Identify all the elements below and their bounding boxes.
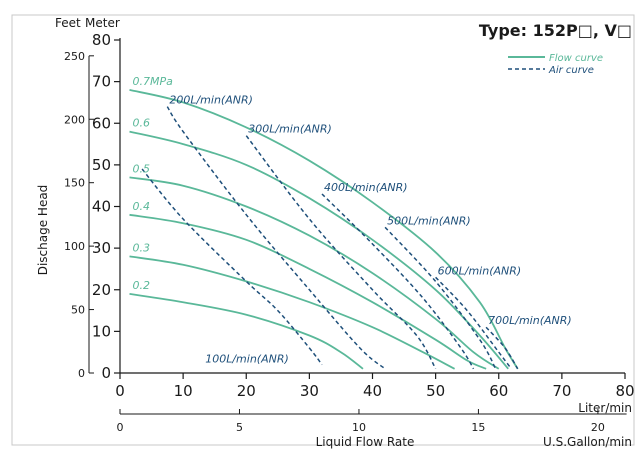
air-curve-label: 200L/min(ANR): [169, 94, 253, 107]
flow-curve-label: 0.7MPa: [132, 75, 173, 88]
x-gallon-tick-label: 20: [591, 421, 605, 434]
air-curve-line: [166, 106, 386, 370]
x-gallon-tick-label: 10: [352, 421, 366, 434]
y-feet-tick-label: 100: [64, 240, 85, 253]
x-tick-label: 30: [300, 382, 319, 400]
y-tick-label: 0: [101, 364, 111, 382]
y-feet-tick-label: 250: [64, 50, 85, 63]
flow-curve-label: 0.2: [132, 279, 150, 292]
flow-curve-line: [129, 89, 519, 370]
flow-curve-label: 0.5: [132, 162, 150, 175]
y-tick-label: 20: [92, 281, 111, 299]
air-curve-line: [141, 168, 323, 366]
y-unit-meter: Meter: [85, 16, 120, 30]
y-tick-label: 80: [92, 31, 111, 49]
y-feet-tick-label: 0: [78, 367, 85, 380]
y-tick-label: 50: [92, 156, 111, 174]
air-curve-label: 400L/min(ANR): [324, 181, 408, 194]
y-tick-label: 70: [92, 73, 111, 91]
y-feet-tick-label: 50: [71, 304, 85, 317]
legend-air-label: Air curve: [548, 65, 594, 76]
air-curve-label: 500L/min(ANR): [387, 214, 471, 227]
x-tick-label: 70: [552, 382, 571, 400]
y-unit-feet: Feet: [55, 16, 81, 30]
x-axis-label: Liquid Flow Rate: [316, 435, 415, 449]
x-gallon-tick-label: 5: [236, 421, 243, 434]
air-curve-line: [384, 226, 497, 370]
y-feet-tick-label: 150: [64, 177, 85, 190]
flow-curve-label: 0.4: [132, 200, 150, 213]
flow-curve-line: [129, 255, 456, 370]
flow-curve-line: [129, 213, 487, 370]
air-curve-line: [321, 193, 475, 370]
air-curve-line: [435, 276, 512, 370]
x-tick-label: 80: [615, 382, 634, 400]
chart-title: Type: 152P□, V□: [479, 21, 632, 40]
air-curves-group: [141, 106, 519, 370]
x-tick-label: 10: [174, 382, 193, 400]
legend-flow-label: Flow curve: [549, 53, 603, 64]
y-tick-label: 10: [92, 322, 111, 340]
y-tick-label: 40: [92, 198, 111, 216]
y-tick-label: 30: [92, 239, 111, 257]
flow-curve-label: 0.6: [132, 117, 150, 130]
x-unit-secondary: U.S.Gallon/min: [543, 435, 632, 449]
x-tick-label: 50: [426, 382, 445, 400]
y-feet-tick-label: 200: [64, 113, 85, 126]
legend: Flow curve Air curve: [508, 53, 603, 76]
x-unit-primary: Liter/min: [578, 401, 632, 415]
x-tick-label: 0: [115, 382, 125, 400]
air-curve-label: 600L/min(ANR): [438, 264, 522, 277]
air-curve-label: 300L/min(ANR): [248, 123, 332, 136]
curve-labels-group: 0.7MPa 0.6 0.5 0.4 0.3 0.2 100L/min(ANR) 200L/m…: [132, 75, 571, 366]
x-tick-label: 40: [363, 382, 382, 400]
flow-curve-label: 0.3: [132, 241, 150, 254]
air-curve-label: 100L/min(ANR): [205, 353, 289, 366]
x-tick-label: 60: [489, 382, 508, 400]
flow-curve-line: [129, 130, 509, 370]
x-tick-label: 20: [237, 382, 256, 400]
plot-frame: [11, 14, 635, 446]
y-tick-label: 60: [92, 114, 111, 132]
y-axis-label: Dischage Head: [36, 185, 50, 276]
air-curve-line: [485, 326, 519, 370]
air-curve-line: [245, 135, 437, 370]
x-gallon-tick-label: 0: [117, 421, 124, 434]
flow-curve-line: [129, 293, 364, 370]
air-curve-label: 700L/min(ANR): [488, 314, 572, 327]
x-gallon-tick-label: 15: [471, 421, 485, 434]
